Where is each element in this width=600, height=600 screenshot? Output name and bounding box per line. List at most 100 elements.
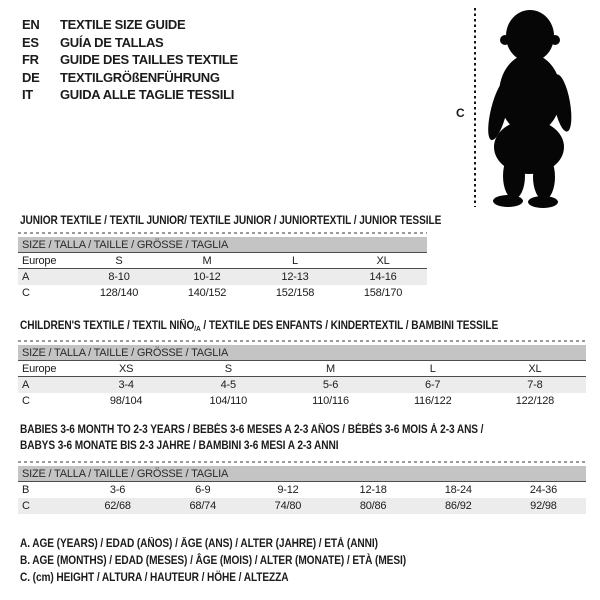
size-cell: 3-4 (118, 379, 134, 391)
size-cell: 116/122 (413, 395, 452, 407)
table-top-dashed-border (18, 461, 586, 463)
language-title: GUIDE DES TAILLES TEXTILE (60, 52, 238, 67)
height-measure-label: C (456, 106, 465, 120)
size-table-babies: SIZE / TALLA / TAILLE / GRÖSSE / TAGLIA B… (18, 461, 586, 514)
table-row-c: C 98/104 104/110 110/116 116/122 122/128 (18, 393, 586, 409)
note-line: B. AGE (MONTHS) / EDAD (MESES) / ÂGE (MO… (20, 555, 407, 568)
section-title-line: JUNIOR TEXTILE / TEXTIL JUNIOR/ TEXTILE … (20, 213, 441, 229)
size-cell: 128/140 (99, 287, 139, 299)
size-cell: 3-6 (109, 484, 126, 496)
table-row-b: B 3-6 6-9 9-12 12-18 18-24 24-36 (18, 482, 586, 498)
language-code: DE (22, 69, 40, 85)
size-cell: 110/116 (312, 395, 349, 407)
size-cell: 14-16 (369, 271, 397, 283)
language-title: GUÍA DE TALLAS (60, 34, 164, 50)
size-cell: 140/152 (187, 287, 227, 299)
size-table-junior: SIZE / TALLA / TAILLE / GRÖSSE / TAGLIA E… (18, 232, 427, 301)
title-text: BABYS 3-6 MONATE BIS 2-3 JAHRE / BAMBINI… (20, 440, 339, 452)
size-cell: 152/158 (275, 287, 315, 299)
size-header-bar: SIZE / TALLA / TAILLE / GRÖSSE / TAGLIA (18, 237, 427, 253)
size-cell: 86/92 (445, 500, 472, 512)
size-cell: 10-12 (193, 271, 221, 283)
size-header-bar: SIZE / TALLA / TAILLE / GRÖSSE / TAGLIA (18, 466, 586, 482)
section-title-line: CHILDREN'S TEXTILE / TEXTIL NIÑO/A / TEX… (20, 318, 498, 337)
size-cell: 5-6 (322, 379, 339, 391)
size-cell: 24-36 (529, 484, 558, 496)
language-code: IT (22, 87, 33, 102)
size-cell: 104/110 (209, 395, 248, 407)
row-label: B (22, 484, 30, 496)
size-cell: L (292, 255, 298, 267)
language-code: ES (22, 34, 39, 50)
language-row: FR GUIDE DES TAILLES TEXTILE (22, 51, 238, 69)
size-cell: XL (528, 363, 542, 375)
section-title-line: BABYS 3-6 MONATE BIS 2-3 JAHRE / BAMBINI… (20, 438, 483, 454)
size-cell: S (224, 363, 232, 375)
size-cell: 7-8 (527, 379, 543, 391)
table-row-europe: Europe XS S M L XL (18, 361, 586, 377)
language-row: ES GUÍA DE TALLAS (22, 34, 238, 52)
size-cell: 92/98 (530, 500, 557, 512)
table-row-c: C 62/68 68/74 74/80 80/86 86/92 92/98 (18, 498, 586, 514)
size-cell: 80/86 (359, 500, 387, 512)
language-code: FR (22, 52, 39, 67)
size-cell: 74/80 (274, 500, 302, 512)
size-cell: XS (118, 363, 134, 375)
size-cell: 158/170 (363, 287, 403, 299)
table-row-a: A 8-10 10-12 12-13 14-16 (18, 269, 427, 285)
size-table-children: SIZE / TALLA / TAILLE / GRÖSSE / TAGLIA E… (18, 340, 586, 409)
legend-notes: A. AGE (YEARS) / EDAD (AÑOS) / ÂGE (ANS)… (20, 536, 406, 588)
size-cell: 6-7 (425, 379, 441, 391)
baby-silhouette-image (488, 10, 572, 208)
row-label: A (22, 271, 30, 283)
size-cell: XL (376, 255, 390, 267)
table-row-c: C 128/140 140/152 152/158 158/170 (18, 285, 427, 301)
note-line: C. (cm) HEIGHT / ALTURA / HAUTEUR / HÖHE… (20, 572, 289, 585)
note-line: A. AGE (YEARS) / EDAD (AÑOS) / ÂGE (ANS)… (20, 538, 378, 550)
section-title-line: BABIES 3-6 MONTH TO 2-3 YEARS / BEBÉS 3-… (20, 422, 484, 438)
table-top-dashed-border (18, 232, 427, 234)
size-cell: 68/74 (189, 500, 217, 512)
table-row-europe: Europe S M L XL (18, 253, 427, 269)
row-label: A (22, 379, 30, 391)
title-subscript: /A (194, 324, 201, 333)
row-label: Europe (22, 363, 57, 375)
language-title: TEXTILE SIZE GUIDE (60, 17, 186, 32)
section-title-babies: BABIES 3-6 MONTH TO 2-3 YEARS / BEBÉS 3-… (20, 422, 484, 454)
language-title: TEXTILGRÖßENFÜHRUNG (60, 69, 220, 85)
size-cell: 62/68 (104, 500, 131, 512)
row-label: Europe (22, 255, 57, 267)
title-text: CHILDREN'S TEXTILE / TEXTIL NIÑO (20, 320, 195, 332)
title-text: / TEXTILE DES ENFANTS / KINDERTEXTIL / B… (200, 320, 499, 332)
size-cell: 8-10 (108, 271, 130, 283)
size-header-bar: SIZE / TALLA / TAILLE / GRÖSSE / TAGLIA (18, 345, 586, 361)
size-cell: 122/128 (515, 395, 555, 407)
size-cell: 9-12 (277, 484, 299, 496)
size-cell: 4-5 (220, 379, 237, 391)
language-title: GUIDA ALLE TAGLIE TESSILI (60, 87, 235, 102)
language-row: EN TEXTILE SIZE GUIDE (22, 16, 238, 34)
size-cell: 12-13 (281, 271, 309, 283)
title-text: BABIES 3-6 MONTH TO 2-3 YEARS / BEBÉS 3-… (20, 424, 484, 436)
section-title-junior: JUNIOR TEXTILE / TEXTIL JUNIOR/ TEXTILE … (20, 213, 441, 229)
size-cell: 6-9 (195, 484, 211, 496)
height-measure-dotted-line (474, 8, 476, 207)
section-title-children: CHILDREN'S TEXTILE / TEXTIL NIÑO/A / TEX… (20, 318, 498, 337)
row-label: C (22, 395, 30, 407)
title-text: JUNIOR TEXTILE / TEXTIL JUNIOR/ TEXTILE … (20, 215, 442, 227)
row-label: C (22, 500, 30, 512)
language-code: EN (22, 17, 40, 32)
table-top-dashed-border (18, 340, 586, 342)
size-cell: 98/104 (109, 395, 143, 407)
size-cell: L (429, 363, 436, 375)
row-label: C (22, 287, 30, 299)
table-row-a: A 3-4 4-5 5-6 6-7 7-8 (18, 377, 586, 393)
language-row: IT GUIDA ALLE TAGLIE TESSILI (22, 86, 238, 104)
language-title-list: EN TEXTILE SIZE GUIDE ES GUÍA DE TALLAS FR GU… (22, 16, 238, 104)
size-cell: 12-18 (359, 484, 387, 496)
size-cell: S (115, 255, 123, 267)
size-cell: M (202, 255, 212, 267)
size-cell: 18-24 (444, 484, 472, 496)
language-row: DE TEXTILGRÖßENFÜHRUNG (22, 69, 238, 87)
